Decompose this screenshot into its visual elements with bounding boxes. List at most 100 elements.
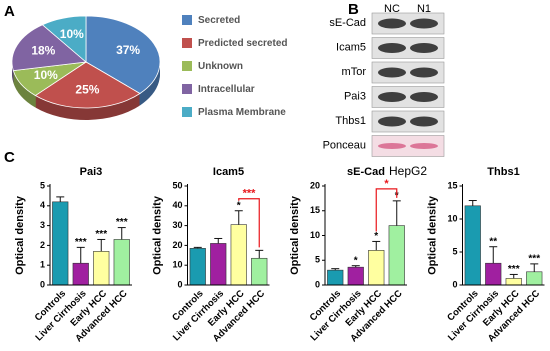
y-tick-label: 10 — [310, 230, 320, 240]
significance: *** — [528, 254, 540, 265]
legend-label: Plasma Membrane — [198, 107, 286, 118]
panel-label: B — [348, 1, 359, 18]
y-tick-label: 2 — [40, 240, 45, 250]
pie-label: 18% — [31, 44, 55, 58]
y-tick-label: 1 — [40, 260, 45, 270]
bar — [72, 262, 89, 286]
significance: *** — [116, 217, 128, 228]
blot-band — [410, 116, 438, 127]
y-tick-label: 10 — [447, 213, 457, 223]
bar — [347, 266, 364, 286]
bar — [368, 250, 385, 286]
comparison-bracket — [238, 198, 260, 248]
chart-title: Pai3 — [80, 166, 103, 178]
blot-band — [410, 43, 438, 53]
blot-box — [371, 86, 445, 108]
blot-column-label: NC — [384, 3, 400, 15]
chart-title: Thbs1 — [487, 166, 519, 178]
y-tick-label: 0 — [177, 279, 182, 289]
y-axis-label: Optical density — [289, 195, 301, 275]
bar — [388, 225, 405, 286]
y-tick-label: 50 — [172, 180, 182, 190]
bar — [464, 205, 481, 286]
blot-band — [378, 18, 406, 29]
blot-band — [410, 143, 438, 149]
blot-box — [371, 12, 445, 35]
legend-label: Intracellular — [198, 84, 255, 95]
legend-swatch — [182, 107, 192, 117]
y-axis-label: Optical density — [14, 195, 26, 275]
blot-box — [371, 135, 445, 157]
significance: ** — [489, 236, 497, 247]
blot-box — [371, 61, 445, 84]
bar — [526, 271, 543, 286]
comparison-label: * — [384, 178, 389, 190]
blot-row-label: sE-Cad — [329, 17, 366, 29]
y-tick-label: 10 — [172, 260, 182, 270]
legend-swatch — [182, 84, 192, 94]
y-tick-label: 0 — [40, 279, 45, 289]
y-tick-label: 3 — [40, 220, 45, 230]
y-tick-label: 15 — [447, 180, 457, 190]
comparison-label: *** — [243, 188, 257, 200]
bar — [113, 239, 130, 286]
bar — [251, 257, 268, 286]
significance: * — [237, 200, 241, 211]
bar — [93, 251, 110, 286]
panel-label: C — [4, 149, 15, 166]
legend-label: Predicted secreted — [198, 38, 288, 49]
blot-box — [371, 37, 445, 59]
significance: *** — [95, 229, 107, 240]
significance: * — [354, 255, 358, 266]
y-axis-label: Optical density — [151, 195, 163, 275]
y-tick-label: 0 — [452, 279, 457, 289]
pie-label: 10% — [60, 27, 84, 41]
pie-label: 37% — [116, 43, 140, 57]
y-tick-label: 40 — [172, 200, 182, 210]
blot-row-label: Ponceau — [323, 139, 366, 151]
legend-label: Unknown — [198, 61, 243, 72]
pie-slice — [34, 61, 141, 109]
blot-row-label: Pai3 — [344, 90, 366, 102]
pie-slice — [85, 15, 161, 94]
significance: * — [374, 231, 378, 242]
y-tick-label: 0 — [315, 279, 320, 289]
bar — [230, 224, 247, 286]
blot-row-label: mTor — [342, 66, 367, 78]
chart-title: Icam5 — [213, 166, 244, 178]
bar — [505, 278, 522, 286]
blot-row-label: Thbs1 — [335, 115, 366, 127]
y-tick-label: 5 — [315, 255, 320, 265]
bar — [485, 262, 502, 286]
pie-label: 25% — [75, 83, 99, 97]
blot-band — [410, 67, 438, 78]
y-tick-label: 5 — [452, 246, 457, 256]
y-tick-label: 4 — [40, 200, 45, 210]
significance: *** — [75, 237, 87, 248]
y-tick-label: 5 — [40, 180, 45, 190]
bar — [52, 201, 69, 286]
significance: *** — [508, 264, 520, 275]
blot-box — [371, 110, 445, 133]
legend-swatch — [182, 61, 192, 71]
y-axis-label: Optical density — [426, 195, 438, 275]
chart-title: sE-Cad — [347, 166, 385, 178]
panel-label: A — [4, 3, 15, 20]
blot-column-label: N1 — [417, 3, 431, 15]
pie-slice — [41, 15, 87, 63]
bar — [189, 248, 206, 286]
blot-band — [410, 18, 438, 29]
legend-swatch — [182, 15, 192, 25]
legend-label: Secreted — [198, 15, 240, 26]
legend-swatch — [182, 38, 192, 48]
pie-slice — [11, 24, 87, 72]
y-tick-label: 15 — [310, 205, 320, 215]
blot-band — [410, 92, 438, 102]
cell-line-label: HepG2 — [389, 164, 427, 178]
bar — [327, 269, 344, 286]
bar — [210, 243, 227, 286]
y-tick-label: 20 — [172, 240, 182, 250]
blot-band — [378, 143, 406, 149]
